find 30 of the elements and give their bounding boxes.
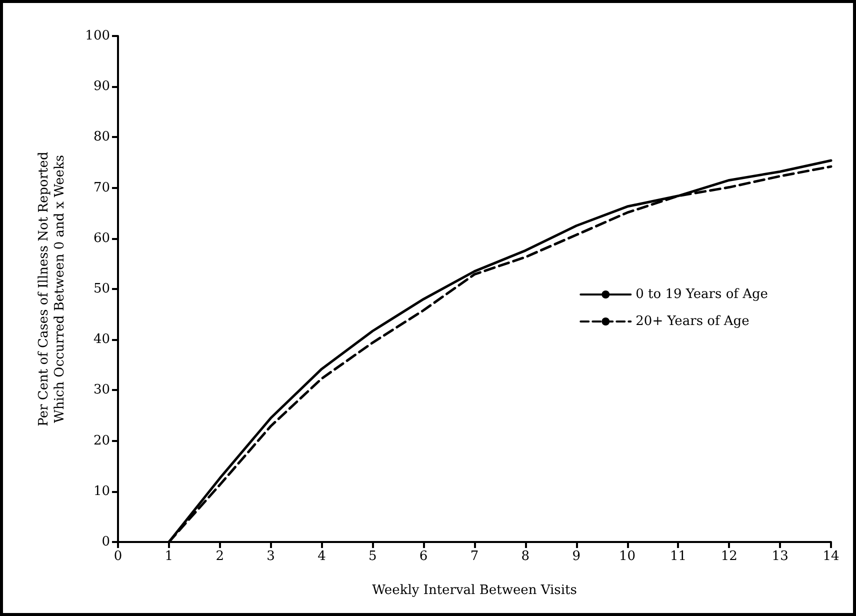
y-tick-label: 40 (93, 332, 110, 348)
x-tick-label: 13 (772, 549, 788, 564)
x-tick-label: 5 (368, 549, 377, 564)
x-tick-label: 0 (114, 549, 122, 564)
y-tick-label: 30 (93, 382, 110, 398)
x-tick-label: 14 (822, 549, 840, 564)
x-tick-label: 8 (521, 549, 530, 564)
x-tick-label: 1 (164, 549, 174, 564)
y-tick-label: 0 (102, 534, 110, 550)
y-tick-label: 60 (93, 230, 110, 246)
x-tick-label: 6 (419, 549, 428, 564)
x-tick-label: 12 (720, 549, 738, 564)
y-axis-title: Per Cent of Cases of Illness Not Reported Which Occurred Between 0 and x Weeks (36, 152, 68, 426)
x-axis-title: Weekly Interval Between Visits (372, 583, 577, 598)
x-tick-label: 9 (572, 549, 580, 564)
y-tick-label: 90 (93, 79, 110, 94)
x-tick-label: 4 (318, 549, 326, 564)
y-tick-label: 20 (93, 433, 110, 448)
y-tick-label: 80 (93, 130, 110, 145)
legend-label: 20+ Years of Age (636, 314, 750, 329)
legend-label: 0 to 19 Years of Age (636, 287, 768, 302)
x-tick-label: 7 (470, 549, 479, 564)
x-tick-label: 11 (670, 549, 686, 564)
x-tick-label: 3 (266, 549, 275, 564)
y-tick-label: 10 (93, 484, 110, 499)
y-tick-label: 50 (93, 282, 110, 296)
x-tick-label: 2 (216, 549, 224, 564)
y-tick-label: 100 (85, 28, 110, 44)
y-tick-label: 70 (93, 180, 110, 196)
x-tick-label: 10 (619, 549, 636, 564)
